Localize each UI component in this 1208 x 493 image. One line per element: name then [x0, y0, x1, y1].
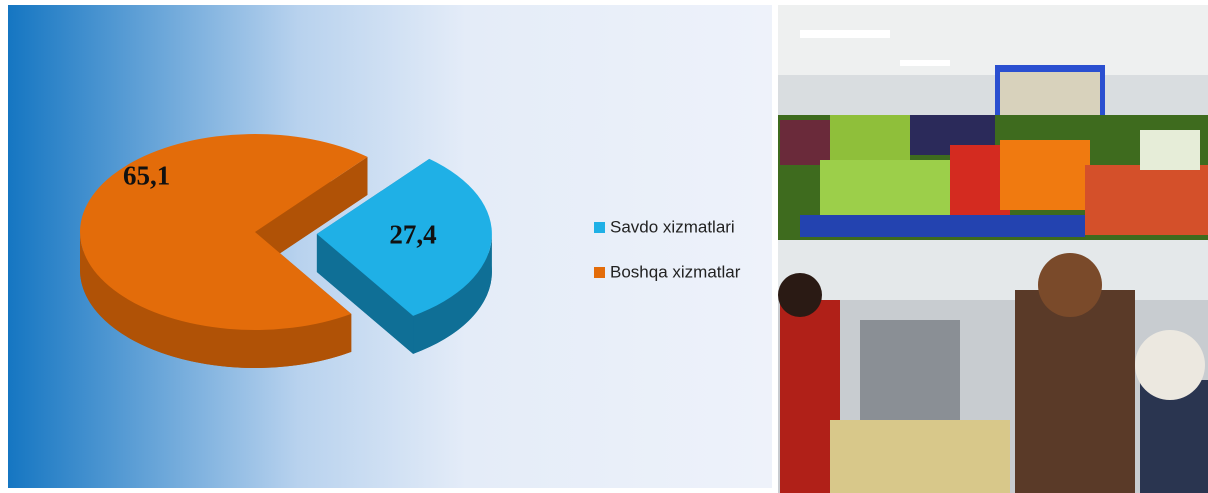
chart: Savdo xizmatlari Boshqa xizmatlar 65,1 27,…: [0, 0, 1208, 493]
legend-label: Boshqa xizmatlar: [610, 262, 741, 281]
legend-label: Savdo xizmatlari: [610, 217, 735, 236]
photo-panel: [778, 5, 1208, 493]
legend-swatch: [594, 267, 605, 278]
value-label: 27,4: [389, 219, 436, 249]
legend-swatch: [594, 222, 605, 233]
page: Savdo xizmatlari Boshqa xizmatlar 65,1 27,…: [0, 0, 1208, 493]
value-label: 65,1: [123, 161, 170, 191]
